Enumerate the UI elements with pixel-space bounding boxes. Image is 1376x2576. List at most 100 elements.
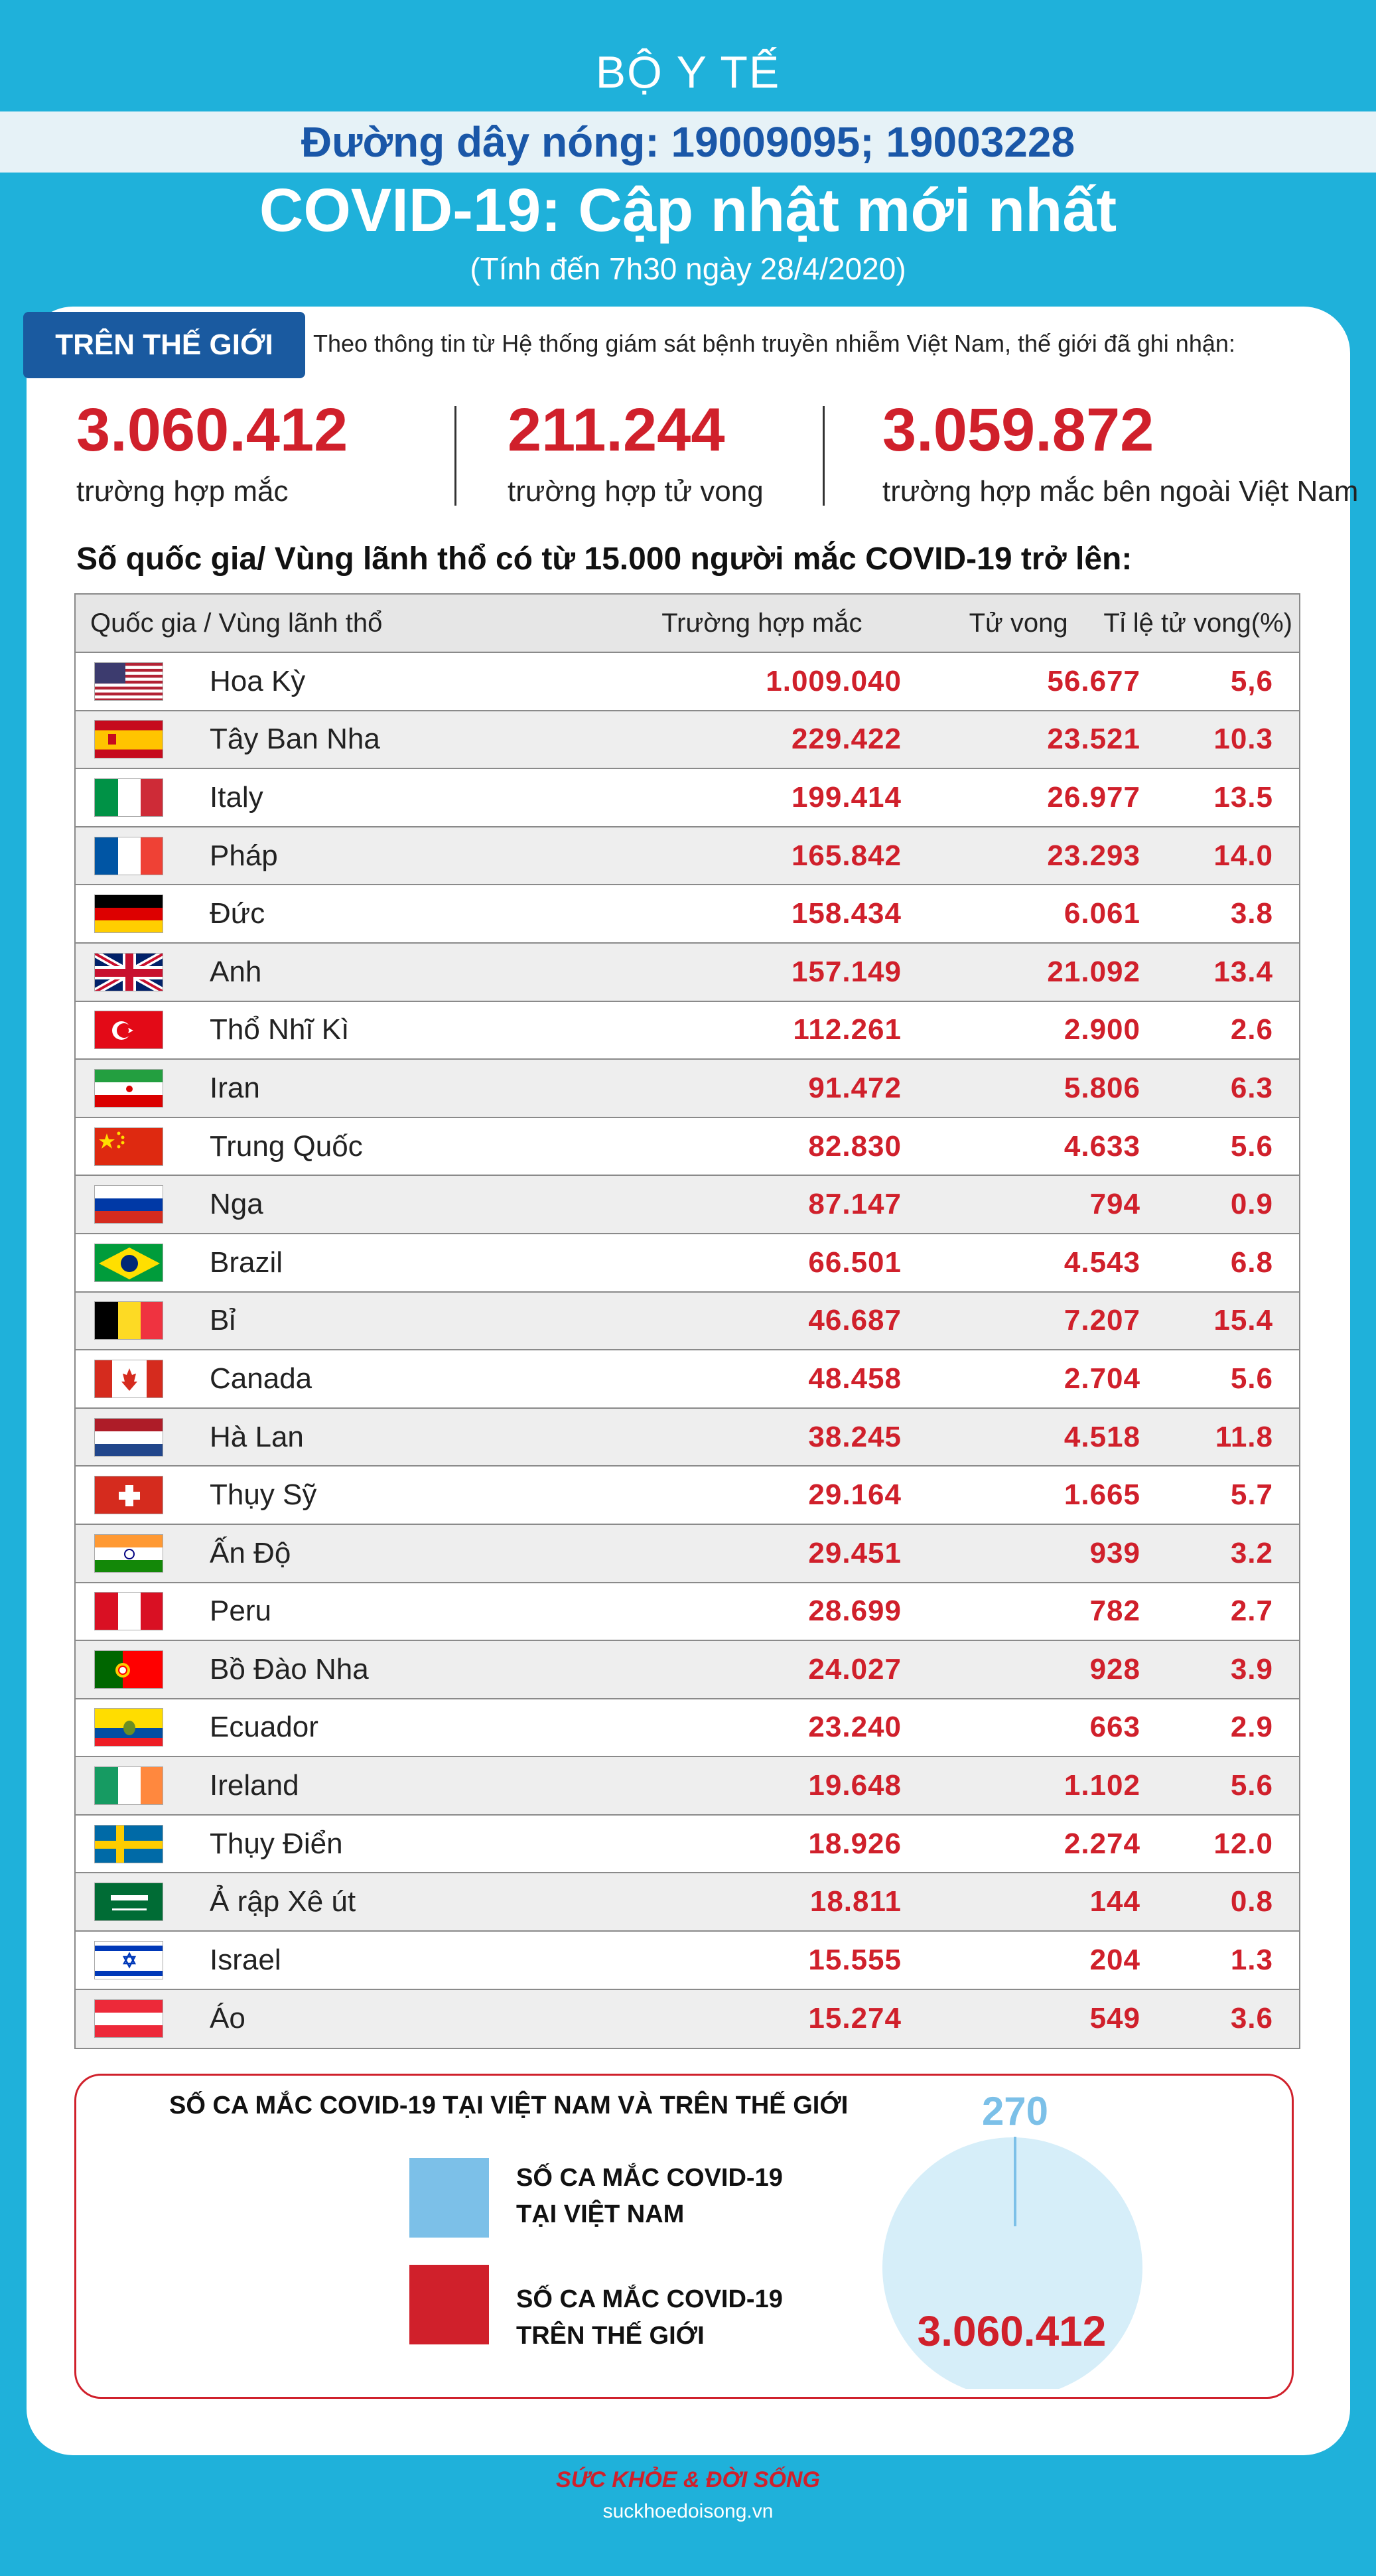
cases-cell: 15.555 bbox=[808, 1943, 902, 1976]
stat-deaths-value: 211.244 bbox=[508, 396, 725, 464]
content-card bbox=[27, 307, 1350, 2455]
deaths-cell: 7.207 bbox=[1064, 1304, 1140, 1337]
country-cell: Thổ Nhĩ Kì bbox=[76, 1011, 646, 1050]
country-cell: Đức bbox=[76, 894, 646, 934]
table-row: Thụy Sỹ 29.164 1.665 5.7 bbox=[76, 1467, 1299, 1525]
table-row: Thụy Điển 18.926 2.274 12.0 bbox=[76, 1816, 1299, 1874]
country-cell: Nga bbox=[76, 1185, 646, 1224]
deaths-cell: 2.274 bbox=[1064, 1827, 1140, 1860]
country-name: Thụy Điển bbox=[210, 1827, 343, 1860]
header-deaths: Tử vong bbox=[969, 608, 1068, 638]
netherlands-flag-icon bbox=[94, 1417, 163, 1457]
rate-cell: 14.0 bbox=[1213, 839, 1273, 872]
cases-cell: 112.261 bbox=[793, 1013, 902, 1046]
as-of-date: (Tính đến 7h30 ngày 28/4/2020) bbox=[470, 251, 906, 286]
country-cell: Bỉ bbox=[76, 1301, 646, 1340]
table-row: Iran 91.472 5.806 6.3 bbox=[76, 1060, 1299, 1118]
rate-cell: 0.8 bbox=[1230, 1885, 1273, 1918]
deaths-cell: 6.061 bbox=[1064, 897, 1140, 930]
hotline-band: Đường dây nóng: 19009095; 19003228 bbox=[0, 111, 1376, 173]
cases-cell: 48.458 bbox=[808, 1362, 902, 1395]
deaths-cell: 1.665 bbox=[1064, 1478, 1140, 1512]
country-name: Anh bbox=[210, 955, 262, 988]
country-cell: Italy bbox=[76, 778, 646, 817]
country-cell: Pháp bbox=[76, 836, 646, 875]
country-cell: Trung Quốc bbox=[76, 1127, 646, 1166]
deaths-cell: 2.900 bbox=[1064, 1013, 1140, 1046]
country-cell: Ecuador bbox=[76, 1708, 646, 1747]
country-name: Ả rập Xê út bbox=[210, 1885, 356, 1918]
switzerland-flag-icon bbox=[94, 1476, 163, 1515]
cases-cell: 19.648 bbox=[808, 1769, 902, 1802]
country-cell: Ireland bbox=[76, 1766, 646, 1806]
table-row: Áo 15.274 549 3.6 bbox=[76, 1989, 1299, 2048]
country-table: Quốc gia / Vùng lãnh thổ Trường hợp mắc … bbox=[74, 593, 1300, 2050]
india-flag-icon bbox=[94, 1534, 163, 1573]
rate-cell: 0.9 bbox=[1230, 1188, 1273, 1221]
table-header-row: Quốc gia / Vùng lãnh thổ Trường hợp mắc … bbox=[76, 595, 1299, 653]
cases-cell: 15.274 bbox=[808, 2002, 902, 2035]
cases-cell: 158.434 bbox=[791, 897, 902, 930]
country-cell: Bồ Đào Nha bbox=[76, 1650, 646, 1689]
ireland-flag-icon bbox=[94, 1766, 163, 1806]
iran-flag-icon bbox=[94, 1068, 163, 1108]
stat-total-cases: 3.060.412 trường hợp mắc bbox=[76, 399, 348, 508]
rate-cell: 2.7 bbox=[1230, 1595, 1273, 1628]
cases-cell: 91.472 bbox=[808, 1071, 902, 1104]
table-row: Israel 15.555 204 1.3 bbox=[76, 1932, 1299, 1990]
deaths-cell: 549 bbox=[1089, 2002, 1140, 2035]
stat-deaths-label: trường hợp tử vong bbox=[508, 475, 764, 508]
usa-flag-icon bbox=[94, 662, 163, 701]
country-cell: Tây Ban Nha bbox=[76, 720, 646, 759]
legend-world-line1: SỐ CA MẮC COVID-19 bbox=[516, 2285, 783, 2313]
cases-cell: 18.926 bbox=[808, 1827, 902, 1860]
country-name: Tây Ban Nha bbox=[210, 723, 380, 756]
rate-cell: 10.3 bbox=[1213, 723, 1273, 756]
table-title: Số quốc gia/ Vùng lãnh thổ có từ 15.000 … bbox=[76, 541, 1133, 577]
stat-cases-outside-vn: 3.059.872 trường hợp mắc bên ngoài Việt … bbox=[882, 399, 1358, 508]
russia-flag-icon bbox=[94, 1185, 163, 1224]
table-row: Pháp 165.842 23.293 14.0 bbox=[76, 827, 1299, 886]
italy-flag-icon bbox=[94, 778, 163, 817]
canada-flag-icon bbox=[94, 1359, 163, 1398]
rate-cell: 13.4 bbox=[1213, 955, 1273, 988]
stat-cases-outside-vn-value: 3.059.872 bbox=[882, 396, 1154, 464]
country-cell: Ấn Độ bbox=[76, 1534, 646, 1573]
stat-cases-outside-vn-label: trường hợp mắc bên ngoài Việt Nam bbox=[882, 475, 1359, 508]
cases-cell: 87.147 bbox=[808, 1188, 902, 1221]
table-row: Thổ Nhĩ Kì 112.261 2.900 2.6 bbox=[76, 1002, 1299, 1060]
stat-total-cases-value: 3.060.412 bbox=[76, 396, 348, 464]
country-cell: Thụy Sỹ bbox=[76, 1476, 646, 1515]
rate-cell: 6.3 bbox=[1230, 1071, 1273, 1104]
world-cases-value: 3.060.412 bbox=[918, 2307, 1107, 2355]
page-title: COVID-19: Cập nhật mới nhất bbox=[259, 177, 1117, 244]
rate-cell: 1.3 bbox=[1230, 1943, 1273, 1976]
deaths-cell: 4.518 bbox=[1064, 1420, 1140, 1453]
portugal-flag-icon bbox=[94, 1650, 163, 1689]
deaths-cell: 794 bbox=[1089, 1188, 1140, 1221]
rate-cell: 6.8 bbox=[1230, 1246, 1273, 1279]
cases-cell: 38.245 bbox=[808, 1420, 902, 1453]
rate-cell: 2.6 bbox=[1230, 1013, 1273, 1046]
country-name: Trung Quốc bbox=[210, 1129, 363, 1163]
footer-logo: SỨC KHỎE & ĐỜI SỐNG bbox=[556, 2467, 820, 2492]
cases-cell: 18.811 bbox=[809, 1885, 902, 1918]
cases-cell: 24.027 bbox=[808, 1652, 902, 1685]
rate-cell: 5,6 bbox=[1230, 664, 1273, 697]
deaths-cell: 663 bbox=[1089, 1711, 1140, 1744]
country-name: Ireland bbox=[210, 1769, 299, 1802]
deaths-cell: 23.293 bbox=[1047, 839, 1140, 872]
table-row: Bỉ 46.687 7.207 15.4 bbox=[76, 1292, 1299, 1351]
uk-flag-icon bbox=[94, 952, 163, 991]
legend-vietnam-label: SỐ CA MẮC COVID-19 TẠI VIỆT NAM bbox=[516, 2160, 783, 2233]
country-name: Italy bbox=[210, 780, 263, 814]
deaths-cell: 782 bbox=[1089, 1595, 1140, 1628]
austria-flag-icon bbox=[94, 1999, 163, 2039]
world-intro-text: Theo thông tin từ Hệ thống giám sát bệnh… bbox=[313, 330, 1235, 357]
country-cell: Áo bbox=[76, 1999, 646, 2039]
country-name: Nga bbox=[210, 1188, 263, 1221]
rate-cell: 5.7 bbox=[1230, 1478, 1273, 1512]
table-row: Bồ Đào Nha 24.027 928 3.9 bbox=[76, 1641, 1299, 1699]
deaths-cell: 26.977 bbox=[1047, 780, 1140, 814]
vietnam-cases-value: 270 bbox=[982, 2089, 1048, 2133]
